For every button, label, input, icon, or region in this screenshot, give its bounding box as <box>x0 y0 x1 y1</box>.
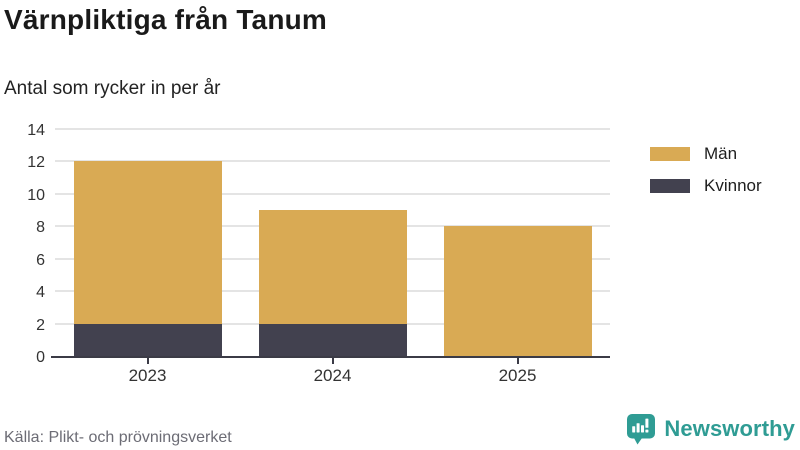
bar-2023-män <box>73 161 222 324</box>
y-tick-label-0: 0 <box>36 349 45 366</box>
x-tick-label-2023: 2023 <box>128 366 167 385</box>
legend-label-man: Män <box>704 144 738 163</box>
bar-2024-män <box>258 210 407 324</box>
bar-2024-kvinnor <box>258 323 407 356</box>
legend: Män Kvinnor <box>650 144 762 196</box>
chart-subtitle: Antal som rycker in per år <box>4 78 221 99</box>
x-tick-mark-2023 <box>146 358 149 364</box>
gridline-y10 <box>55 192 610 195</box>
gridline-y12 <box>55 160 610 163</box>
x-tick-mark-2024 <box>331 358 334 364</box>
legend-swatch-kvinnor <box>650 179 690 193</box>
y-axis: 0 2 4 6 8 10 12 14 <box>0 122 45 366</box>
source-note: Källa: Plikt- och prövningsverket <box>4 429 232 446</box>
y-tick-label-2: 2 <box>36 316 45 334</box>
y-tick-label-4: 4 <box>36 284 45 302</box>
y-tick-label-14: 14 <box>27 122 45 139</box>
legend-item-kvinnor: Kvinnor <box>650 176 762 196</box>
chart-title: Värnpliktiga från Tanum <box>4 4 328 35</box>
x-tick-label-2024: 2024 <box>313 366 352 385</box>
y-tick-label-12: 12 <box>27 154 45 172</box>
legend-swatch-man <box>650 147 690 161</box>
x-tick-label-2025: 2025 <box>498 366 537 385</box>
gridline-y14 <box>55 128 610 130</box>
bar-2025-män <box>443 226 592 356</box>
legend-label-kvinnor: Kvinnor <box>704 176 762 195</box>
y-tick-label-10: 10 <box>27 186 45 204</box>
x-axis: 2023 2024 2025 <box>55 366 610 388</box>
legend-item-man: Män <box>650 144 762 164</box>
newsworthy-logo: Newsworthy <box>626 413 795 445</box>
x-tick-mark-2025 <box>516 358 519 364</box>
y-tick-label-6: 6 <box>36 251 45 269</box>
y-tick-label-8: 8 <box>36 219 45 237</box>
newsworthy-bubble-chart-icon <box>627 414 656 445</box>
plot-area <box>51 128 610 364</box>
newsworthy-wordmark: Newsworthy <box>664 416 795 441</box>
bar-2023-kvinnor <box>73 323 222 356</box>
x-axis-line <box>51 356 55 358</box>
